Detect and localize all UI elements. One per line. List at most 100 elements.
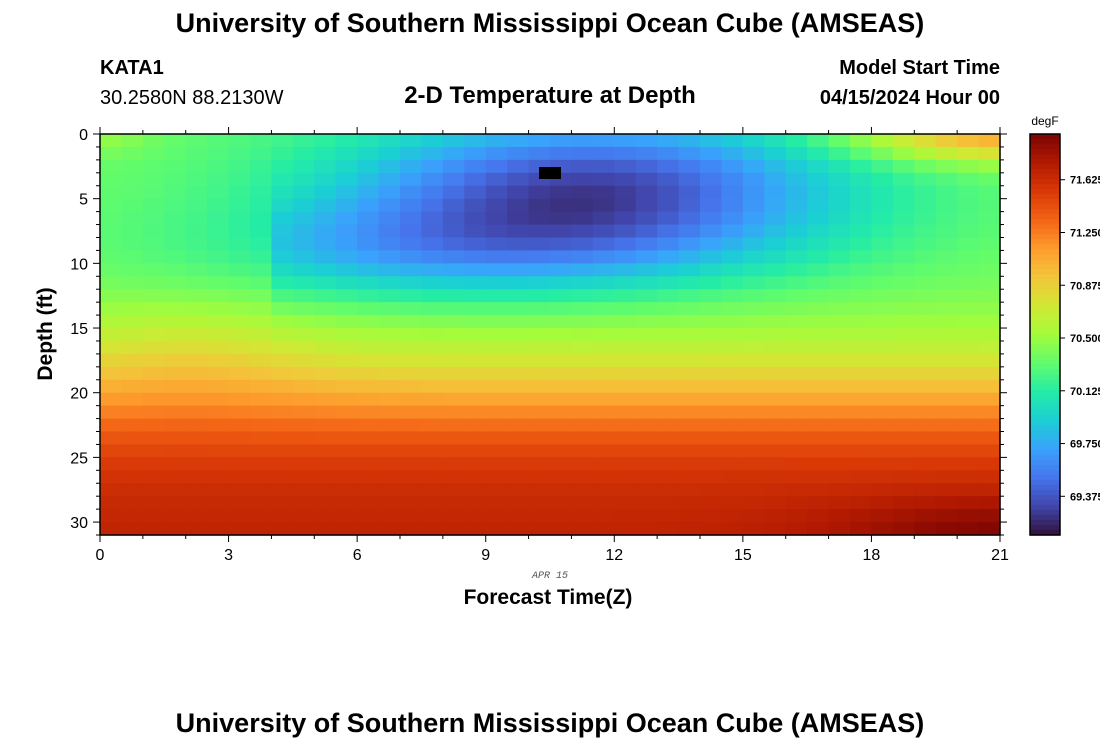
heatmap-cell	[271, 509, 294, 523]
colorbar-tick-label: 69.375	[1070, 491, 1100, 503]
heatmap-cell	[207, 237, 230, 252]
heatmap-cell	[485, 302, 508, 316]
heatmap-cell	[850, 185, 873, 200]
heatmap-cell	[935, 276, 958, 290]
colorbar-swatch	[1030, 154, 1060, 160]
heatmap-cell	[935, 302, 958, 316]
heatmap-cell	[271, 289, 294, 303]
heatmap-cell	[978, 470, 1001, 484]
heatmap-cell	[378, 237, 401, 252]
heatmap-cell	[271, 496, 294, 510]
heatmap-cell	[721, 418, 744, 433]
heatmap-cell	[271, 522, 294, 536]
heatmap-cell	[207, 172, 230, 187]
heatmap-cell	[528, 198, 551, 213]
heatmap-cell	[164, 237, 187, 252]
heatmap-cell	[957, 250, 980, 264]
heatmap-cell	[721, 470, 744, 484]
colorbar-tick-label: 70.125	[1070, 386, 1100, 398]
heatmap-cell	[528, 237, 551, 252]
y-axis-label: Depth (ft)	[34, 287, 57, 380]
heatmap-cell	[100, 496, 123, 510]
heatmap-cell	[100, 250, 123, 264]
heatmap-cell	[807, 159, 830, 174]
heatmap-cell	[121, 302, 144, 316]
heatmap-cell	[292, 263, 315, 277]
heatmap-cell	[378, 146, 401, 161]
heatmap-cell	[185, 392, 208, 407]
heatmap-cell	[871, 379, 894, 394]
heatmap-cell	[121, 289, 144, 303]
colorbar-swatch	[1030, 524, 1060, 531]
heatmap-cell	[271, 444, 294, 458]
heatmap-cell	[185, 263, 208, 277]
heatmap-cell	[421, 431, 444, 446]
heatmap-cell	[871, 172, 894, 187]
heatmap-cell	[378, 198, 401, 213]
heatmap-cell	[764, 353, 787, 368]
heatmap-cell	[100, 276, 123, 290]
heatmap-cell	[678, 431, 701, 446]
heatmap-cell	[550, 198, 573, 213]
heatmap-cell	[464, 146, 487, 161]
heatmap-cell	[828, 328, 851, 342]
heatmap-cell	[700, 302, 723, 316]
heatmap-cell	[807, 470, 830, 484]
heatmap-cell	[850, 522, 873, 536]
heatmap-cell	[764, 444, 787, 458]
heatmap-cell	[121, 366, 144, 381]
heatmap-cell	[507, 405, 530, 420]
heatmap-cell	[635, 198, 658, 213]
heatmap-cell	[507, 392, 530, 407]
heatmap-cell	[357, 237, 380, 252]
heatmap-cell	[935, 457, 958, 471]
heatmap-cell	[142, 289, 165, 303]
heatmap-cell	[207, 315, 230, 329]
heatmap-cell	[657, 172, 680, 187]
heatmap-cell	[271, 483, 294, 497]
heatmap-cell	[764, 431, 787, 446]
heatmap-cell	[314, 263, 337, 277]
heatmap-cell	[742, 405, 765, 420]
heatmap-cell	[614, 211, 637, 226]
heatmap-cell	[957, 457, 980, 471]
heatmap-cell	[442, 315, 465, 329]
heatmap-cell	[614, 134, 637, 148]
colorbar-swatch	[1030, 469, 1060, 476]
heatmap-cell	[185, 237, 208, 252]
heatmap-cell	[335, 289, 358, 303]
heatmap-cell	[892, 328, 915, 342]
heatmap-cell	[678, 159, 701, 174]
heatmap-cell	[250, 134, 273, 148]
heatmap-cell	[635, 134, 658, 148]
heatmap-cell	[592, 185, 615, 200]
heatmap-cell	[507, 263, 530, 277]
heatmap-cell	[957, 522, 980, 536]
heatmap-cell	[721, 250, 744, 264]
colorbar-swatch	[1030, 274, 1060, 280]
heatmap-cell	[421, 353, 444, 368]
heatmap-cell	[978, 457, 1001, 471]
heatmap-cell	[635, 509, 658, 523]
colorbar-swatch	[1030, 259, 1060, 265]
y-tick-label: 20	[70, 386, 88, 403]
heatmap-cell	[335, 250, 358, 264]
heatmap-cell	[442, 172, 465, 187]
heatmap-cell	[828, 353, 851, 368]
heatmap-cell	[292, 250, 315, 264]
heatmap-cell	[678, 289, 701, 303]
heatmap-cell	[314, 457, 337, 471]
heatmap-cell	[592, 496, 615, 510]
heatmap-cell	[871, 289, 894, 303]
y-tick-label: 0	[79, 127, 88, 144]
heatmap-cell	[421, 470, 444, 484]
heatmap-cell	[292, 496, 315, 510]
heatmap-cell	[978, 276, 1001, 290]
heatmap-cell	[978, 237, 1001, 252]
heatmap-cell	[635, 340, 658, 355]
heatmap-cell	[400, 392, 423, 407]
heatmap-cell	[871, 328, 894, 342]
heatmap-cell	[142, 134, 165, 148]
colorbar-swatch	[1030, 459, 1060, 466]
heatmap-cell	[785, 302, 808, 316]
